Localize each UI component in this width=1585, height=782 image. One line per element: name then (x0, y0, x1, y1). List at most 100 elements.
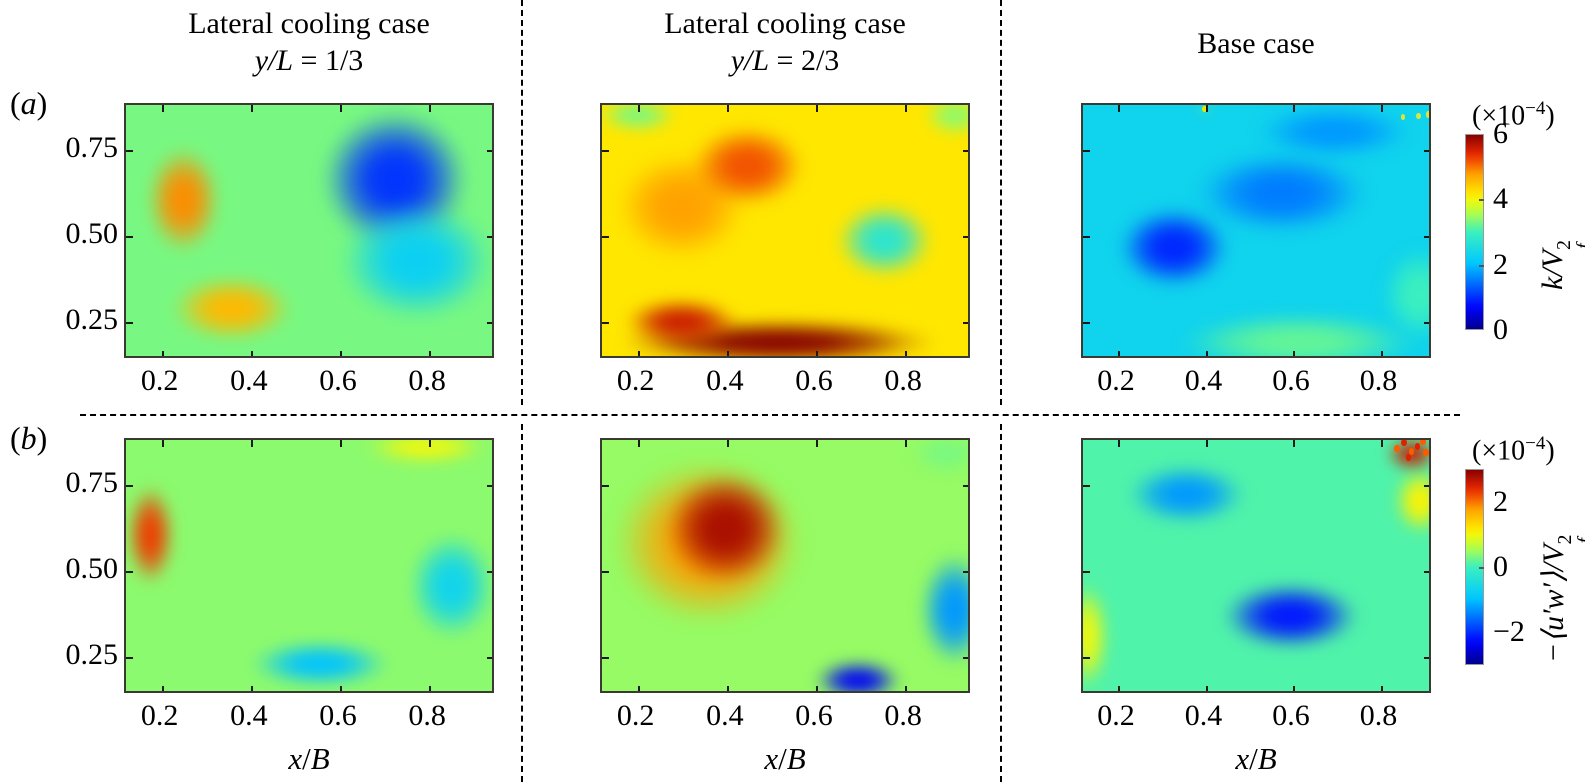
x-tick (429, 105, 432, 112)
x-tick-label: 0.4 (230, 699, 268, 732)
column-title-line1: Base case (1197, 27, 1315, 60)
row-divider (80, 414, 1460, 416)
y-tick (126, 657, 133, 660)
x-tick (905, 440, 908, 447)
x-tick (637, 686, 640, 691)
x-tick (726, 351, 729, 356)
field-speckle (1401, 440, 1408, 447)
x-tick (1205, 440, 1208, 447)
x-tick (637, 105, 640, 112)
column-title-ratio: y/L (730, 43, 770, 77)
colorbar-tickmark (1479, 199, 1484, 202)
colorbar-tick-label: −2 (1493, 615, 1525, 649)
heatmap-panel-a2[interactable] (600, 103, 970, 358)
y-tick (1083, 484, 1090, 487)
x-tick-label: 0.4 (230, 364, 268, 397)
colorbar-tick-label: 0 (1493, 550, 1508, 583)
y-tick (126, 484, 133, 487)
colorbar-exponent-suffix: ) (1545, 100, 1555, 132)
x-tick-label: 0.2 (1097, 364, 1135, 397)
x-tick (726, 686, 729, 691)
x-tick (815, 440, 818, 447)
panel-label-close: ) (36, 85, 48, 121)
x-axis-label-den: B (310, 741, 330, 776)
field-speckle (1426, 111, 1429, 118)
column-title-line2: y/L = 1/3 (64, 43, 554, 80)
y-tick (487, 484, 492, 487)
colorbar-exponent-a: (×10−4) (1472, 98, 1555, 132)
panel-label-letter: b (20, 420, 37, 456)
x-tick (161, 686, 164, 691)
x-axis-label-slash: / (778, 741, 787, 776)
colorbar-exponent-suffix: ) (1545, 435, 1555, 467)
y-tick (126, 570, 133, 573)
colorbar-a[interactable] (1465, 134, 1484, 330)
field-feature-cool-top (1256, 105, 1412, 160)
y-tick (1083, 570, 1090, 573)
heatmap-panel-b2[interactable] (600, 438, 970, 693)
field-feature-hot-bottom-left (624, 298, 739, 346)
x-tick-label: 0.6 (319, 364, 357, 397)
x-tick-label: 0.6 (1272, 364, 1310, 397)
colorbar-tick-label: 4 (1493, 182, 1508, 216)
panel-label-a: (a) (10, 85, 47, 122)
heatmap-field (1083, 440, 1429, 691)
panel-label-b: (b) (10, 420, 47, 457)
x-tick-label: 0.6 (795, 364, 833, 397)
colorbar-tick-label: 6 (1493, 117, 1508, 150)
y-tick (1424, 484, 1429, 487)
field-feature-negative-bot-right (813, 660, 902, 691)
field-feature-cool-right (337, 199, 492, 323)
panel-label-letter: a (20, 85, 37, 121)
x-tick (1205, 105, 1208, 112)
field-feature-positive-core-left (126, 484, 175, 586)
x-tick-label: 0.4 (706, 699, 744, 732)
field-speckle (1394, 445, 1400, 453)
x-tick-label: 0.2 (616, 699, 655, 732)
x-tick (339, 686, 342, 691)
x-tick (905, 686, 908, 691)
field-speckle (1420, 440, 1426, 446)
heatmap-panel-b1[interactable] (124, 438, 494, 693)
heatmap-panel-a1[interactable] (124, 103, 494, 358)
panel-label-open: ( (10, 420, 21, 456)
y-tick (1083, 657, 1090, 660)
field-feature-cold-tail (1195, 152, 1369, 234)
x-tick (637, 351, 640, 356)
heatmap-panel-b3[interactable] (1081, 438, 1431, 693)
x-tick (339, 105, 342, 112)
x-axis-label-den: B (1257, 741, 1277, 776)
x-tick (1380, 105, 1383, 112)
x-tick (637, 440, 640, 447)
x-tick-label: 0.4 (1184, 699, 1223, 732)
field-feature-hot-band-lower (170, 274, 294, 343)
y-tick (602, 657, 609, 660)
field-feature-cool-top-right (923, 105, 968, 136)
x-tick-label: 0.8 (408, 364, 446, 397)
x-axis-label-slash: / (302, 741, 311, 776)
y-tick (1424, 322, 1429, 325)
field-feature-cold-core (1117, 206, 1231, 289)
column-divider-2-bottom (1000, 424, 1002, 782)
x-tick (815, 686, 818, 691)
y-tick (487, 570, 492, 573)
x-axis-label: x/B (1081, 741, 1431, 777)
y-tick-label: 0.75 (65, 130, 119, 164)
x-tick-label: 0.8 (884, 364, 922, 397)
heatmap-field (602, 440, 968, 691)
y-tick-label: 0.75 (65, 465, 119, 499)
colorbar-title-main: −⟨u′w′⟩/V (1537, 544, 1570, 663)
x-tick (161, 351, 164, 356)
field-feature-hot-band-upper (145, 145, 221, 255)
heatmap-field (1083, 105, 1429, 356)
colorbar-tick-label: 2 (1493, 247, 1508, 281)
column-divider-2-top (1000, 0, 1002, 405)
x-tick-label: 0.4 (1184, 364, 1223, 397)
x-tick-label: 0.8 (408, 699, 446, 732)
y-tick (963, 235, 968, 238)
x-tick (1293, 686, 1295, 691)
x-tick (1205, 686, 1208, 691)
y-tick (602, 322, 609, 325)
heatmap-panel-a3[interactable] (1081, 103, 1431, 358)
colorbar-title-b: −⟨u′w′⟩/V2f (1536, 531, 1585, 663)
